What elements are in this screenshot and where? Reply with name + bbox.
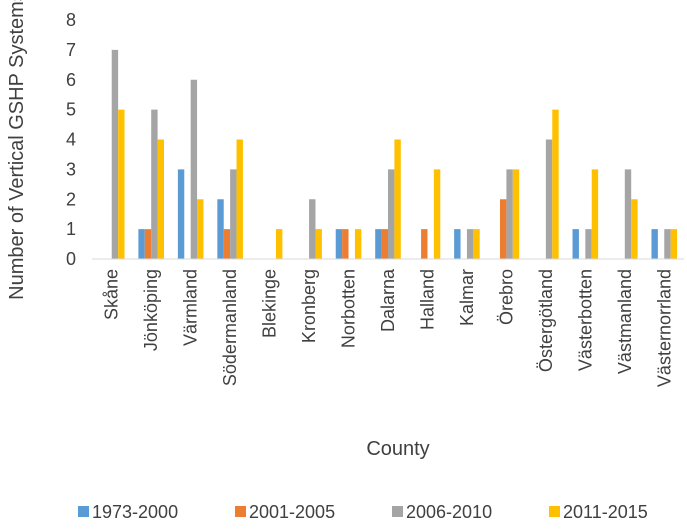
bar-1973-2000-Jönköping [138,229,145,260]
x-tick-label: Dalarna [378,268,398,332]
legend: 1973-2000 2001-2005 2006-2010 2011-2015 [78,502,648,522]
y-axis-label: Number of Vertical GSHP Systems [6,0,28,300]
bar-2011-2015-Västmanland [631,199,638,259]
x-tick-label: Västernorrland [654,269,674,387]
x-tick-label: Örebro [496,269,516,325]
bar-2006-2010-Värmland [190,79,198,259]
bar-2011-2015-Halland [433,169,441,260]
bars [111,49,678,260]
x-tick-label: Kalmar [457,269,477,326]
bar-2011-2015-Västernorrland [670,229,678,260]
x-axis-label: County [366,438,429,460]
bar-2011-2015-Västerbotten [591,169,599,260]
y-tick-label: 8 [66,10,76,30]
y-tick-label: 2 [66,189,76,209]
legend-label: 1973-2000 [92,502,178,522]
x-tick-label: Jönköping [141,269,161,351]
legend-swatch [78,506,89,517]
bar-1973-2000-Västerbotten [572,229,579,260]
legend-swatch [549,506,560,517]
legend-swatch [392,506,403,517]
bar-1973-2000-Dalarna [375,229,382,260]
bar-2011-2015-Skåne [118,109,125,260]
y-tick-label: 5 [66,100,76,120]
bar-2001-2005-Örebro [500,199,507,259]
bar-2011-2015-Örebro [512,169,520,260]
bar-2006-2010-Dalarna [388,169,395,260]
bar-2001-2005-Jönköping [144,229,152,260]
legend-swatch [235,506,246,517]
bar-2006-2010-Skåne [111,49,119,260]
bar-1973-2000-Norbotten [335,229,343,260]
bar-2006-2010-Västmanland [624,169,632,260]
bar-2006-2010-Västernorrland [664,229,671,260]
bar-2006-2010-Västerbotten [585,229,592,260]
bar-2006-2010-Kronberg [309,199,316,259]
bar-2011-2015-Södermanland [236,139,243,259]
bar-2001-2005-Halland [421,229,428,260]
bar-2011-2015-Kalmar [473,229,480,260]
x-tick-label: Västmanland [615,269,635,374]
bar-2006-2010-Södermanland [230,169,237,260]
x-tick-label: Norbotten [339,269,359,348]
bar-2011-2015-Norbotten [354,229,362,260]
y-tick-label: 3 [66,159,76,179]
bar-2011-2015-Blekinge [276,229,283,260]
x-tick-label: Värmland [181,269,201,346]
x-tick-label: Södermanland [220,269,240,386]
x-tick-label: Kronberg [299,269,319,343]
bar-1973-2000-Södermanland [217,199,224,259]
legend-label: 2011-2015 [563,502,648,522]
bar-2001-2005-Norbotten [342,229,349,260]
y-axis-ticks: 0 1 2 3 4 5 6 7 8 [66,10,76,269]
bar-2006-2010-Kalmar [466,229,474,260]
legend-label: 2006-2010 [406,502,492,522]
bar-2001-2005-Södermanland [223,229,231,260]
y-axis-label-group: Number of Vertical GSHP Systems [6,0,28,300]
y-tick-label: 4 [66,130,76,150]
y-tick-label: 0 [66,249,76,269]
bar-2011-2015-Jönköping [157,139,164,259]
bar-2011-2015-Östergötland [552,109,559,260]
bar-2011-2015-Dalarna [394,139,401,259]
legend-label: 2001-2005 [249,502,335,522]
bar-2006-2010-Örebro [506,169,513,260]
bar-2011-2015-Kronberg [315,229,322,260]
x-tick-label: Östergötland [536,269,556,372]
y-tick-label: 7 [66,40,76,60]
bar-1973-2000-Värmland [177,169,185,260]
bar-2006-2010-Östergötland [545,139,553,259]
x-tick-label: Halland [417,269,437,330]
x-tick-label: Västerbotten [575,269,595,371]
x-tick-label: Skåne [102,269,122,320]
x-axis-ticks: Skåne Jönköping Värmland Södermanland Blekin… [102,268,675,387]
y-tick-label: 1 [66,219,76,239]
bar-2001-2005-Dalarna [381,229,388,260]
bar-2011-2015-Värmland [197,199,204,259]
bar-2006-2010-Jönköping [151,109,158,260]
x-tick-label: Blekinge [260,269,280,338]
bar-1973-2000-Kalmar [454,229,461,260]
bar-1973-2000-Västernorrland [651,229,658,260]
y-tick-label: 6 [66,70,76,90]
